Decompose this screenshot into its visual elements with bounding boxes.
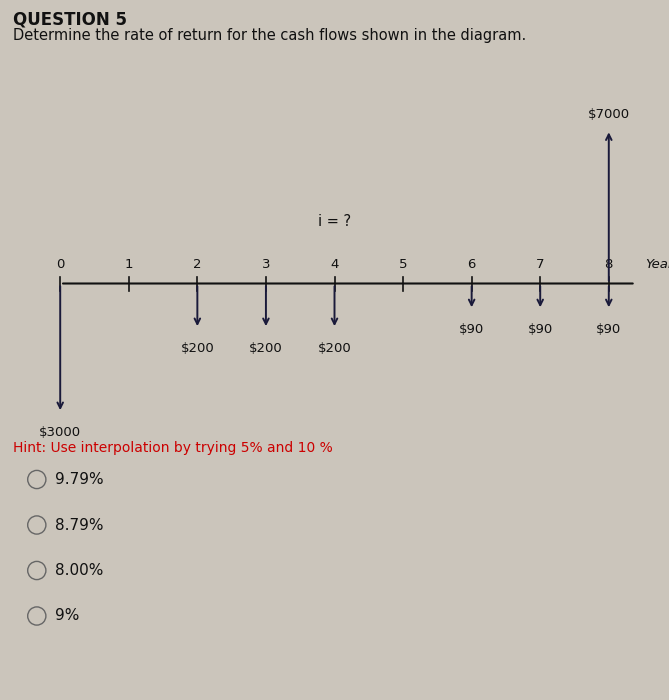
Text: $90: $90 [528, 323, 553, 336]
Text: i = ?: i = ? [318, 214, 351, 230]
Text: Determine the rate of return for the cash flows shown in the diagram.: Determine the rate of return for the cas… [13, 28, 527, 43]
Text: 8: 8 [605, 258, 613, 271]
Text: 3: 3 [262, 258, 270, 271]
Text: Year: Year [646, 258, 669, 271]
Text: Hint: Use interpolation by trying 5% and 10 %: Hint: Use interpolation by trying 5% and… [13, 441, 333, 455]
Text: 9.79%: 9.79% [55, 472, 104, 487]
Text: 7: 7 [536, 258, 545, 271]
Text: 6: 6 [468, 258, 476, 271]
Text: $3000: $3000 [39, 426, 81, 439]
Text: $200: $200 [181, 342, 214, 355]
Text: 0: 0 [56, 258, 64, 271]
Text: $200: $200 [249, 342, 283, 355]
Text: $90: $90 [596, 323, 622, 336]
Text: 8.00%: 8.00% [55, 563, 103, 578]
Text: 4: 4 [330, 258, 339, 271]
Text: 2: 2 [193, 258, 201, 271]
Text: 8.79%: 8.79% [55, 517, 103, 533]
Text: $7000: $7000 [588, 108, 630, 121]
Text: QUESTION 5: QUESTION 5 [13, 10, 127, 29]
Text: 5: 5 [399, 258, 407, 271]
Text: $90: $90 [459, 323, 484, 336]
Text: 1: 1 [124, 258, 133, 271]
Text: $200: $200 [318, 342, 351, 355]
Text: 9%: 9% [55, 608, 79, 624]
